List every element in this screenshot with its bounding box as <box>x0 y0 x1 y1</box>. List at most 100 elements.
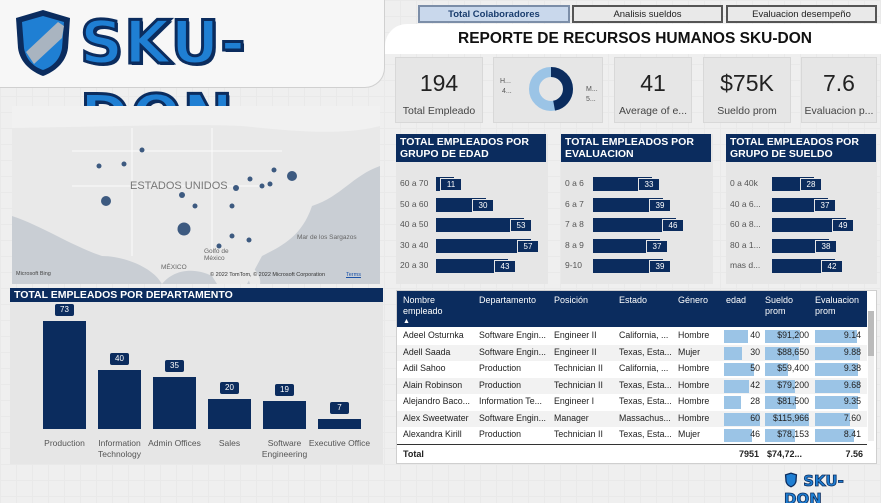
table-cell: Hombre <box>678 379 710 390</box>
dept-bar[interactable] <box>98 370 141 429</box>
bar[interactable] <box>772 218 846 232</box>
total-label: Total <box>403 449 424 459</box>
bar[interactable] <box>436 218 524 232</box>
table-cell: Technician II <box>554 429 603 439</box>
th-estado[interactable]: Estado <box>619 295 648 305</box>
salary-chart-title: TOTAL EMPLEADOS POR GRUPO DE SUELDO <box>726 134 876 162</box>
table-cell-eval: 9.68 <box>843 379 861 390</box>
tab-total-colaboradores[interactable]: Total Colaboradores <box>418 5 570 23</box>
dept-bar[interactable] <box>208 399 251 429</box>
dept-chart-panel: TOTAL EMPLEADOS POR DEPARTAMENTO 73 Produ… <box>10 288 383 464</box>
bar-category-label: 0 a 6 <box>565 178 584 188</box>
table-cell: Software Engin... <box>479 330 546 340</box>
bar[interactable] <box>436 259 508 273</box>
sueldo-data-bar <box>765 412 809 426</box>
map-bing-logo: Microsoft Bing <box>16 271 51 277</box>
th-edad[interactable]: edad <box>726 295 747 305</box>
table-cell: Texas, Esta... <box>619 396 672 406</box>
table-cell: Manager <box>554 412 589 423</box>
sort-asc-icon[interactable]: ▲ <box>403 318 410 325</box>
bar-category-label: 80 a 1... <box>730 239 761 250</box>
th-evaluacion[interactable]: Evaluacion prom <box>815 295 860 316</box>
bar-category-label: mas d... <box>730 260 761 270</box>
edad-data-bar <box>724 429 752 442</box>
table-cell: California, ... <box>619 363 669 373</box>
bar-category-label: 60 a 8... <box>730 219 761 229</box>
kpi-total-empleado: 194 Total Empleado <box>395 57 483 123</box>
th-departamento[interactable]: Departamento <box>479 295 537 305</box>
tab-analisis-sueldos[interactable]: Analisis sueldos <box>572 5 723 23</box>
sueldo-data-bar <box>765 363 788 376</box>
table-cell: Adell Saada <box>403 346 451 357</box>
age-chart-title: TOTAL EMPLEADOS POR GRUPO DE EDAD <box>396 134 546 162</box>
bar-category-label: 0 a 40k <box>730 178 758 188</box>
table-cell-eval: 9.14 <box>843 330 861 340</box>
scrollbar-thumb[interactable] <box>868 311 874 356</box>
table-cell-edad: 30 <box>750 346 760 357</box>
table-row[interactable]: Alain Robinson Production Technician II Tex… <box>397 377 867 394</box>
table-row[interactable]: Adil Sahoo Production Technician II Califor… <box>397 361 867 378</box>
map-terms-link[interactable]: Terms <box>346 272 361 278</box>
table-cell-sueldo: $59,400 <box>777 363 809 373</box>
dept-bar[interactable] <box>318 419 361 429</box>
eval-chart-title: TOTAL EMPLEADOS POR EVALUACION <box>561 134 711 162</box>
bar-category-label: 6 a 7 <box>565 198 584 209</box>
bar-category-label: 50 a 60 <box>400 198 429 209</box>
sueldo-data-bar <box>765 346 799 360</box>
kpi-value: 194 <box>419 70 459 96</box>
dept-category-label: Admin Offices <box>148 438 201 448</box>
eval-data-bar <box>815 346 860 360</box>
bar[interactable] <box>436 238 531 253</box>
bar[interactable] <box>593 259 663 273</box>
table-cell-edad: 40 <box>750 330 760 340</box>
dept-bar[interactable] <box>43 321 86 429</box>
table-cell: Engineer I <box>554 396 595 406</box>
bar-value-label: 37 <box>814 198 836 212</box>
table-row[interactable]: Alex Sweetwater Software Engin... Manager M… <box>397 410 867 427</box>
table-cell-edad: 28 <box>750 396 760 406</box>
bar-value-label: 53 <box>510 219 532 232</box>
kpi-average-age: 41 Average of e... <box>614 57 692 123</box>
th-posicion[interactable]: Posición <box>554 295 589 305</box>
dept-category-label: Information Technology <box>97 438 141 459</box>
table-row[interactable]: Alexandra Kirill Production Technician II T… <box>397 427 867 444</box>
bar[interactable] <box>593 177 652 191</box>
bar[interactable] <box>593 197 663 212</box>
eval-data-bar <box>815 379 860 393</box>
employee-location-map[interactable]: ESTADOS UNIDOS MÉXICO Golfo de México Ma… <box>12 106 380 284</box>
brand-logo-text: SKU-DON <box>79 7 247 154</box>
bar-value-label: 33 <box>638 178 660 191</box>
dept-bar[interactable] <box>153 377 196 429</box>
th-sueldo[interactable]: Sueldo prom <box>765 295 794 316</box>
report-title: REPORTE DE RECURSOS HUMANOS SKU-DON <box>458 30 812 47</box>
table-cell-sueldo: $78,153 <box>777 429 809 439</box>
table-row[interactable]: Adell Saada Software Engin... Engineer II T… <box>397 344 867 361</box>
table-cell: Massachus... <box>619 412 671 423</box>
bar[interactable] <box>772 238 829 253</box>
table-cell: California, ... <box>619 330 669 340</box>
bar[interactable] <box>772 259 835 273</box>
table-cell: Engineer II <box>554 330 597 340</box>
dept-chart-title: TOTAL EMPLEADOS POR DEPARTAMENTO <box>10 288 383 302</box>
eval-data-bar <box>815 429 854 442</box>
sueldo-data-bar <box>765 330 800 343</box>
table-cell-edad: 46 <box>750 429 760 439</box>
bar[interactable] <box>593 218 676 232</box>
tab-evaluacion-desempeno[interactable]: Evaluacion desempeño <box>726 5 877 23</box>
table-row[interactable]: Alejandro Baco... Information Te... Engine… <box>397 394 867 411</box>
kpi-value: 7.6 <box>823 70 855 96</box>
table-row[interactable]: Adeel Osturnka Software Engin... Engineer … <box>397 328 867 345</box>
eval-data-bar <box>815 330 857 343</box>
bar[interactable] <box>593 238 660 253</box>
table-scrollbar[interactable] <box>868 311 874 441</box>
dept-bar-value: 73 <box>55 304 74 316</box>
table-cell-eval: 7.60 <box>843 412 861 423</box>
th-genero[interactable]: Género <box>678 295 709 305</box>
dept-bar[interactable] <box>263 401 306 429</box>
table-cell: Engineer II <box>554 346 597 357</box>
table-cell: Technician II <box>554 379 603 390</box>
eval-chart-panel: TOTAL EMPLEADOS POR EVALUACION 0 a 6 33 6 … <box>561 134 713 284</box>
table-cell-eval: 8.41 <box>843 429 861 439</box>
th-nombre[interactable]: Nombre empleado <box>403 295 443 316</box>
kpi-value: 41 <box>640 70 666 96</box>
